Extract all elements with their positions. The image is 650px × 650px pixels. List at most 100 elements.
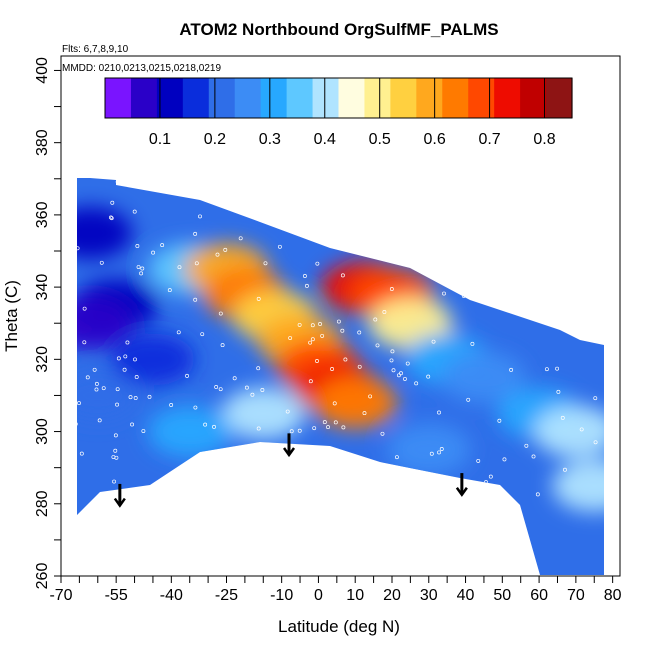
- field-blob: [533, 405, 604, 458]
- sample-dot: [322, 420, 327, 425]
- sample-dot: [314, 472, 319, 477]
- sample-dot: [308, 340, 313, 345]
- sample-dot: [315, 359, 319, 363]
- sample-dot: [429, 451, 434, 456]
- x-tick-label: -55: [105, 587, 128, 604]
- sample-dot: [382, 309, 387, 314]
- sample-dot: [555, 193, 560, 198]
- colorbar-swatch: [546, 78, 573, 118]
- sample-dot: [132, 209, 137, 214]
- y-tick-label: 380: [34, 129, 51, 156]
- sample-dot: [128, 395, 133, 400]
- sample-dot: [497, 418, 502, 423]
- sample-dot: [502, 457, 507, 462]
- colorbar-swatch: [105, 78, 132, 118]
- sample-dot: [509, 367, 514, 372]
- colorbar-swatch: [494, 78, 521, 118]
- sample-dot: [244, 385, 249, 390]
- sample-dot: [595, 334, 600, 339]
- sample-dot: [304, 283, 309, 288]
- sample-dot: [256, 296, 261, 301]
- x-tick-label: 40: [457, 587, 475, 604]
- x-tick-label: 10: [346, 587, 364, 604]
- colorbar-swatch: [130, 78, 158, 118]
- sample-dot: [218, 387, 223, 392]
- sample-dot: [362, 231, 367, 236]
- sample-dot: [429, 476, 433, 481]
- sample-dot: [82, 340, 87, 345]
- sample-dot: [553, 267, 558, 272]
- profile-arrow-head: [113, 497, 126, 508]
- sample-dot: [408, 469, 413, 474]
- chart-title: ATOM2 Northbound OrgSulfMF_PALMS: [179, 20, 498, 39]
- profile-arrow-head: [455, 487, 468, 497]
- sample-dot: [367, 180, 371, 184]
- sample-dot: [309, 473, 314, 478]
- colorbar-swatch: [286, 78, 314, 118]
- sample-dot: [480, 247, 485, 252]
- sample-dot: [109, 216, 114, 221]
- sample-dot: [123, 354, 128, 359]
- sample-dot: [79, 451, 84, 456]
- sample-dot: [151, 250, 156, 255]
- y-tick-label: 320: [34, 346, 51, 373]
- sample-dot: [391, 368, 396, 373]
- sample-dot: [437, 450, 441, 455]
- sample-dot: [110, 200, 115, 205]
- sample-dot: [289, 429, 294, 434]
- sample-dot: [574, 300, 578, 305]
- x-tick-label: -40: [160, 587, 183, 604]
- colorbar-swatch: [156, 78, 184, 118]
- sample-dot: [560, 415, 565, 420]
- sample-dot: [213, 190, 218, 195]
- sample-dot: [431, 339, 436, 344]
- sample-dot: [310, 337, 315, 342]
- sample-dot: [437, 410, 441, 415]
- colorbar-swatch: [520, 78, 547, 118]
- sample-dot: [308, 229, 313, 234]
- colorbar: [104, 77, 573, 119]
- x-tick-label: -25: [215, 587, 238, 604]
- sample-dot: [141, 429, 146, 433]
- colorbar-swatch: [468, 78, 495, 118]
- sample-dot: [277, 244, 282, 249]
- sample-dot: [115, 387, 120, 392]
- sample-dot: [319, 187, 324, 192]
- sample-dot: [231, 193, 236, 198]
- sample-dot: [97, 418, 102, 423]
- sample-dot: [531, 454, 536, 459]
- field-blob: [77, 297, 133, 350]
- sample-dot: [113, 433, 118, 438]
- colorbar-swatch: [338, 78, 366, 118]
- sample-dot: [200, 332, 205, 337]
- sample-dot: [340, 273, 345, 278]
- sample-dot: [302, 274, 307, 278]
- sample-dot: [111, 495, 116, 499]
- sample-dot: [215, 252, 220, 257]
- sample-dot: [482, 201, 487, 206]
- sample-dot: [77, 246, 80, 251]
- sample-dot: [362, 411, 367, 416]
- sample-dot: [337, 471, 342, 476]
- sample-dot: [288, 336, 293, 340]
- sample-dot: [198, 214, 202, 219]
- sample-dot: [134, 375, 139, 379]
- sample-dot: [502, 271, 507, 276]
- x-axis-label: Latitude (deg N): [278, 617, 400, 636]
- sample-dot: [223, 247, 228, 252]
- colorbar-swatch: [364, 78, 391, 118]
- sample-dot: [375, 343, 380, 348]
- sample-dot: [112, 479, 117, 484]
- sample-dot: [539, 187, 544, 192]
- sample-dot: [522, 260, 527, 265]
- sample-dot: [77, 401, 81, 406]
- sample-dot: [556, 389, 561, 394]
- sample-dot: [394, 455, 399, 460]
- sample-dot: [326, 425, 330, 430]
- sample-dot: [158, 500, 163, 505]
- sample-dot: [263, 261, 268, 266]
- sample-dot: [115, 402, 120, 407]
- sample-dot: [252, 199, 257, 204]
- sample-dot: [389, 287, 394, 291]
